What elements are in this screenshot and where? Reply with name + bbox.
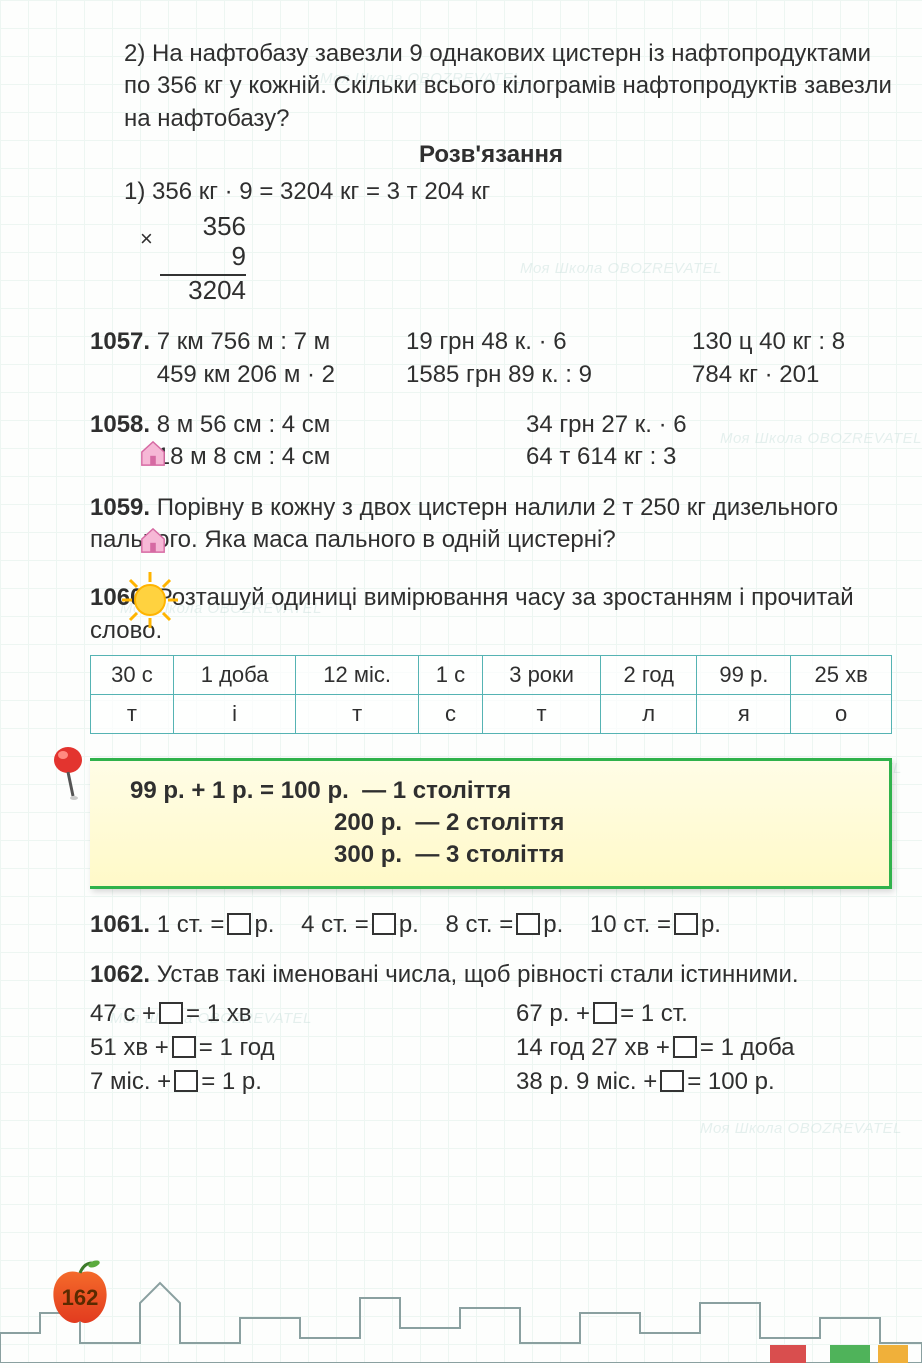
- cell: 3 роки: [483, 656, 601, 695]
- problem-number: 1059.: [90, 494, 150, 521]
- note-line-1: 99 р. + 1 р. = 100 р. — 1 століття: [130, 775, 869, 807]
- blank-box: [593, 1002, 617, 1024]
- p1058-c1b: 18 м 8 см : 4 см: [157, 443, 331, 470]
- p1057-c3b: 784 кг · 201: [692, 361, 819, 388]
- eq: = 1 ст.: [620, 1000, 688, 1027]
- p1061-a: 1 ст. =: [157, 911, 225, 938]
- city-silhouette-icon: [0, 1273, 922, 1363]
- problem-1060: 1060. Розташуй одиниці вимірювання часу …: [90, 582, 892, 733]
- note-line-2: 200 р. — 2 століття: [130, 807, 869, 839]
- intro-body: На нафтобазу завезли 9 однакових цистерн…: [124, 40, 892, 132]
- cell: о: [791, 694, 892, 733]
- note-line-3: 300 р. — 3 століття: [130, 839, 869, 871]
- eq: = 1 хв: [186, 1000, 251, 1027]
- problem-number: 1061.: [90, 911, 150, 938]
- problem-number: 1062.: [90, 961, 150, 988]
- blank-box: [673, 1036, 697, 1058]
- intro-text: 2) На нафтобазу завезли 9 однакових цист…: [90, 38, 892, 135]
- blank-box: [516, 913, 540, 935]
- mult-bottom: 9: [160, 242, 246, 272]
- mult-result: 3204: [160, 274, 246, 306]
- cell: я: [697, 694, 791, 733]
- home-icon: [138, 526, 168, 554]
- blank-box: [227, 913, 251, 935]
- blank-box: [174, 1070, 198, 1092]
- p1058-c2b: 64 т 614 кг : 3: [526, 443, 676, 470]
- blank-box: [159, 1002, 183, 1024]
- problem-1061: 1061. 1 ст. = р. 4 ст. = р. 8 ст. = р. 10 с…: [90, 909, 892, 941]
- page-number: 162: [44, 1257, 116, 1329]
- long-multiplication: × 356 9 3204: [160, 212, 246, 306]
- cell: 1 доба: [173, 656, 296, 695]
- p1061-c: 8 ст. =: [446, 911, 514, 938]
- p1061-suffix: р.: [399, 911, 419, 938]
- mult-top: 356: [203, 211, 246, 241]
- p1062-text: Устав такі іменовані числа, щоб рівності…: [157, 961, 799, 988]
- p1057-c1a: 7 км 756 м : 7 м: [157, 328, 330, 355]
- sun-icon: [120, 570, 180, 630]
- cell: т: [296, 694, 418, 733]
- p1061-b: 4 ст. =: [301, 911, 369, 938]
- note-box: 99 р. + 1 р. = 100 р. — 1 століття 200 р…: [90, 758, 892, 889]
- intro-problem: 2) На нафтобазу завезли 9 однакових цист…: [90, 38, 892, 308]
- problem-number: 1057.: [90, 328, 150, 355]
- cell: і: [173, 694, 296, 733]
- pushpin-icon: [46, 744, 94, 802]
- problem-number: 1058.: [90, 411, 150, 438]
- eq: 67 р. +: [516, 1000, 590, 1027]
- p1057-c1b: 459 км 206 м · 2: [157, 361, 335, 388]
- p1059-text: Порівну в кожну з двох цистерн налили 2 …: [90, 494, 838, 553]
- blank-box: [172, 1036, 196, 1058]
- cell: т: [91, 694, 174, 733]
- eq: 47 с +: [90, 1000, 156, 1027]
- problem-1057: 1057. 7 км 756 м : 7 м 1057. 459 км 206 …: [90, 326, 892, 391]
- cell: 2 год: [601, 656, 697, 695]
- p1057-c3a: 130 ц 40 кг : 8: [692, 328, 845, 355]
- p1061-suffix: р.: [254, 911, 274, 938]
- problem-1058: 1058. 8 м 56 см : 4 см 1058. 18 м 8 см :…: [90, 409, 892, 474]
- p1057-c2a: 19 грн 48 к. · 6: [406, 328, 567, 355]
- p1057-c2b: 1585 грн 89 к. : 9: [406, 361, 592, 388]
- cell: 25 хв: [791, 656, 892, 695]
- cell: т: [483, 694, 601, 733]
- p1061-suffix: р.: [543, 911, 563, 938]
- eq: = 1 год: [199, 1034, 275, 1061]
- blank-box: [372, 913, 396, 935]
- mult-sign: ×: [140, 226, 153, 251]
- solution-step: 1) 356 кг · 9 = 3204 кг = 3 т 204 кг: [90, 176, 892, 208]
- eq: 7 міс. +: [90, 1068, 171, 1095]
- cell: л: [601, 694, 697, 733]
- p1061-d: 10 ст. =: [590, 911, 671, 938]
- eq: 51 хв +: [90, 1034, 169, 1061]
- eq: = 100 р.: [687, 1068, 774, 1095]
- problem-1062: 1062. Устав такі іменовані числа, щоб рі…: [90, 959, 892, 1101]
- p1061-suffix: р.: [701, 911, 721, 938]
- p1058-c1a: 8 м 56 см : 4 см: [157, 411, 331, 438]
- problem-1059: 1059. Порівну в кожну з двох цистерн нал…: [90, 492, 892, 557]
- page-number-badge: 162: [44, 1257, 116, 1329]
- eq: = 1 доба: [700, 1034, 795, 1061]
- intro-prefix: 2): [124, 40, 145, 67]
- table-row: 30 с 1 доба 12 міс. 1 с 3 роки 2 год 99 …: [91, 656, 892, 695]
- table-row: т і т с т л я о: [91, 694, 892, 733]
- page-content: 2) На нафтобазу завезли 9 однакових цист…: [0, 0, 922, 1101]
- cell: 1 с: [418, 656, 482, 695]
- blank-box: [660, 1070, 684, 1092]
- p1058-c2a: 34 грн 27 к. · 6: [526, 411, 687, 438]
- p1060-text: Розташуй одиниці вимірювання часу за зро…: [90, 584, 854, 643]
- eq: = 1 р.: [201, 1068, 262, 1095]
- blank-box: [674, 913, 698, 935]
- home-icon: [138, 439, 168, 467]
- units-table: 30 с 1 доба 12 міс. 1 с 3 роки 2 год 99 …: [90, 655, 892, 733]
- cell: 30 с: [91, 656, 174, 695]
- cell: 12 міс.: [296, 656, 418, 695]
- cell: с: [418, 694, 482, 733]
- solution-heading: Розв'язання: [90, 139, 892, 171]
- cell: 99 р.: [697, 656, 791, 695]
- eq: 38 р. 9 міс. +: [516, 1068, 657, 1095]
- eq: 14 год 27 хв +: [516, 1034, 670, 1061]
